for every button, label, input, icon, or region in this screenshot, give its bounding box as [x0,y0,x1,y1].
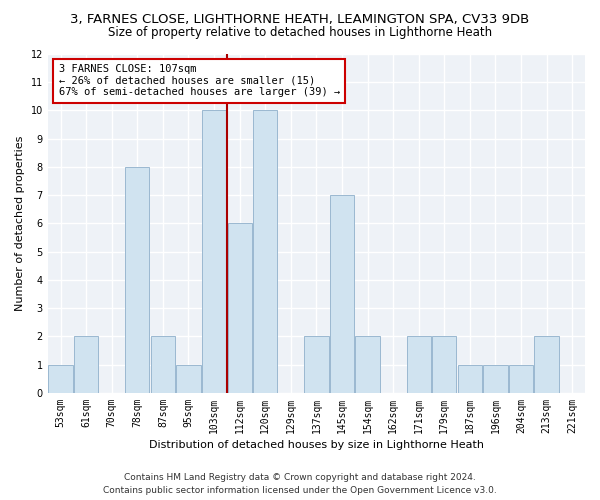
Bar [509,364,533,393]
Bar [151,336,175,393]
Y-axis label: Number of detached properties: Number of detached properties [15,136,25,311]
Text: Size of property relative to detached houses in Lighthorne Heath: Size of property relative to detached ho… [108,26,492,39]
Bar [355,336,380,393]
Bar [202,110,226,393]
Bar [49,364,73,393]
Bar [484,364,508,393]
Bar [535,336,559,393]
Bar [125,167,149,393]
Bar [432,336,457,393]
Bar [176,364,200,393]
Bar [227,224,252,393]
Bar [253,110,277,393]
X-axis label: Distribution of detached houses by size in Lighthorne Heath: Distribution of detached houses by size … [149,440,484,450]
Text: 3, FARNES CLOSE, LIGHTHORNE HEATH, LEAMINGTON SPA, CV33 9DB: 3, FARNES CLOSE, LIGHTHORNE HEATH, LEAMI… [70,12,530,26]
Text: Contains HM Land Registry data © Crown copyright and database right 2024.
Contai: Contains HM Land Registry data © Crown c… [103,474,497,495]
Text: 3 FARNES CLOSE: 107sqm
← 26% of detached houses are smaller (15)
67% of semi-det: 3 FARNES CLOSE: 107sqm ← 26% of detached… [59,64,340,98]
Bar [330,195,354,393]
Bar [458,364,482,393]
Bar [407,336,431,393]
Bar [304,336,329,393]
Bar [74,336,98,393]
